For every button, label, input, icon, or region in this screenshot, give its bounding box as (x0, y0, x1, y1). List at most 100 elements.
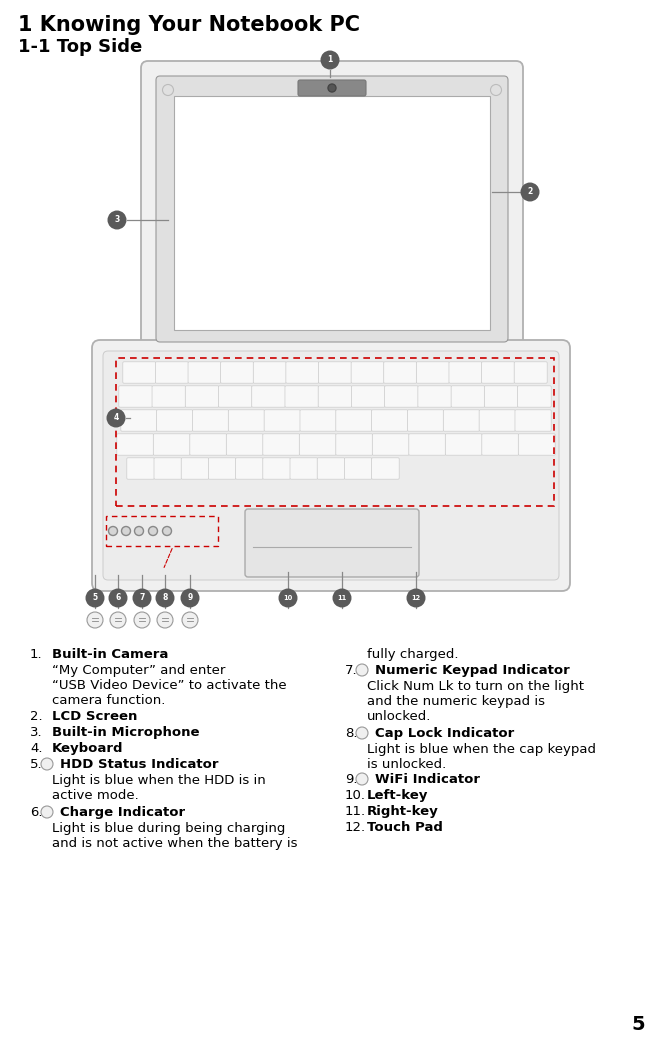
Text: Light is blue when the HDD is in: Light is blue when the HDD is in (52, 774, 266, 787)
FancyBboxPatch shape (219, 386, 252, 407)
Text: Cap Lock Indicator: Cap Lock Indicator (375, 727, 514, 740)
FancyBboxPatch shape (92, 340, 570, 591)
FancyBboxPatch shape (123, 362, 156, 383)
Circle shape (110, 612, 126, 628)
Bar (198, 346, 466, 366)
FancyBboxPatch shape (228, 410, 264, 431)
FancyBboxPatch shape (344, 458, 372, 480)
FancyBboxPatch shape (372, 434, 409, 456)
FancyBboxPatch shape (157, 410, 193, 431)
FancyBboxPatch shape (286, 362, 319, 383)
Circle shape (356, 664, 368, 676)
FancyBboxPatch shape (264, 410, 300, 431)
Circle shape (332, 589, 352, 607)
Text: 1.: 1. (30, 648, 42, 661)
Circle shape (407, 589, 426, 607)
FancyBboxPatch shape (407, 410, 444, 431)
Circle shape (134, 526, 143, 536)
Text: 4.: 4. (30, 742, 42, 755)
FancyBboxPatch shape (418, 386, 451, 407)
Circle shape (490, 84, 502, 95)
Text: 5: 5 (93, 594, 98, 602)
FancyBboxPatch shape (514, 362, 547, 383)
Circle shape (149, 526, 157, 536)
Circle shape (155, 589, 175, 607)
FancyBboxPatch shape (352, 386, 385, 407)
FancyBboxPatch shape (245, 509, 419, 577)
FancyBboxPatch shape (119, 386, 153, 407)
FancyBboxPatch shape (253, 362, 286, 383)
Text: 1 Knowing Your Notebook PC: 1 Knowing Your Notebook PC (18, 15, 360, 35)
FancyBboxPatch shape (317, 458, 345, 480)
FancyBboxPatch shape (226, 434, 263, 456)
Text: 10.: 10. (345, 789, 366, 802)
Text: Numeric Keypad Indicator: Numeric Keypad Indicator (375, 664, 570, 677)
FancyBboxPatch shape (408, 434, 446, 456)
FancyBboxPatch shape (141, 61, 523, 353)
Circle shape (108, 589, 128, 607)
Text: 7: 7 (139, 594, 145, 602)
FancyBboxPatch shape (121, 410, 157, 431)
Text: 2.: 2. (30, 710, 42, 723)
FancyBboxPatch shape (181, 458, 209, 480)
Text: fully charged.: fully charged. (367, 648, 459, 661)
Circle shape (87, 612, 103, 628)
FancyBboxPatch shape (371, 458, 399, 480)
FancyBboxPatch shape (518, 434, 555, 456)
FancyBboxPatch shape (153, 434, 190, 456)
Text: 8.: 8. (345, 727, 358, 740)
Circle shape (321, 51, 340, 70)
Text: 4: 4 (114, 413, 118, 422)
FancyBboxPatch shape (208, 458, 236, 480)
FancyBboxPatch shape (252, 386, 286, 407)
FancyBboxPatch shape (446, 434, 483, 456)
Text: 11: 11 (337, 595, 346, 601)
Text: Keyboard: Keyboard (52, 742, 124, 755)
Text: 5.: 5. (30, 758, 42, 771)
Text: 11.: 11. (345, 805, 366, 818)
Circle shape (180, 589, 200, 607)
FancyBboxPatch shape (482, 362, 514, 383)
Text: and is not active when the battery is: and is not active when the battery is (52, 837, 297, 850)
Circle shape (278, 589, 297, 607)
FancyBboxPatch shape (190, 434, 227, 456)
FancyBboxPatch shape (188, 362, 221, 383)
Text: 9.: 9. (345, 773, 358, 786)
FancyBboxPatch shape (385, 386, 418, 407)
Text: 6: 6 (116, 594, 120, 602)
Bar (116, 358, 554, 506)
Text: Left-key: Left-key (367, 789, 428, 802)
FancyBboxPatch shape (300, 410, 336, 431)
Text: HDD Status Indicator: HDD Status Indicator (60, 758, 219, 771)
Text: Charge Indicator: Charge Indicator (60, 805, 185, 819)
FancyBboxPatch shape (384, 362, 416, 383)
FancyBboxPatch shape (444, 410, 479, 431)
Bar (174, 95, 490, 330)
FancyBboxPatch shape (449, 362, 482, 383)
Text: 8: 8 (163, 594, 168, 602)
Circle shape (41, 758, 53, 770)
Text: 6.: 6. (30, 805, 42, 819)
Text: camera function.: camera function. (52, 694, 165, 707)
Circle shape (134, 612, 150, 628)
Circle shape (132, 589, 151, 607)
Text: unlocked.: unlocked. (367, 710, 432, 723)
Text: 1: 1 (327, 55, 332, 64)
Circle shape (122, 526, 130, 536)
Text: “My Computer” and enter: “My Computer” and enter (52, 664, 225, 677)
Circle shape (108, 211, 126, 229)
Circle shape (106, 409, 126, 428)
Circle shape (85, 589, 104, 607)
FancyBboxPatch shape (155, 362, 188, 383)
FancyBboxPatch shape (319, 362, 352, 383)
FancyBboxPatch shape (451, 386, 485, 407)
Circle shape (163, 526, 171, 536)
Text: and the numeric keypad is: and the numeric keypad is (367, 695, 545, 708)
FancyBboxPatch shape (482, 434, 519, 456)
Text: Light is blue when the cap keypad: Light is blue when the cap keypad (367, 743, 596, 756)
Text: Touch Pad: Touch Pad (367, 821, 443, 834)
FancyBboxPatch shape (152, 386, 186, 407)
FancyBboxPatch shape (285, 386, 319, 407)
FancyBboxPatch shape (336, 410, 372, 431)
Text: 10: 10 (284, 595, 293, 601)
